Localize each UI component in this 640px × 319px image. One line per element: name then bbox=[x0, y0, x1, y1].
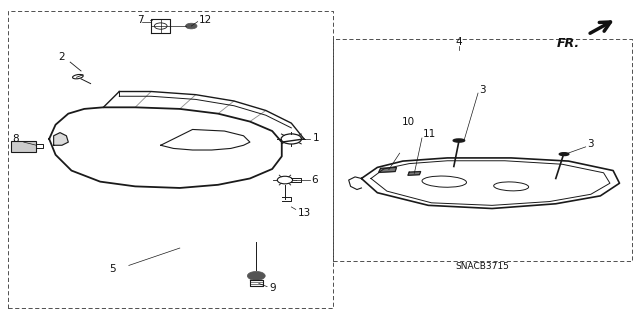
Text: 4: 4 bbox=[456, 38, 462, 48]
Circle shape bbox=[186, 23, 197, 29]
Text: 10: 10 bbox=[401, 117, 415, 127]
Text: 2: 2 bbox=[59, 52, 65, 62]
Text: 3: 3 bbox=[479, 85, 486, 95]
Text: 8: 8 bbox=[12, 134, 19, 144]
Text: 9: 9 bbox=[269, 283, 276, 293]
Text: 1: 1 bbox=[312, 133, 319, 143]
Circle shape bbox=[247, 271, 265, 280]
Text: 5: 5 bbox=[109, 263, 116, 274]
Text: 7: 7 bbox=[137, 15, 143, 26]
Text: SNACB3715: SNACB3715 bbox=[456, 262, 509, 271]
Ellipse shape bbox=[493, 182, 529, 191]
Ellipse shape bbox=[422, 176, 467, 187]
Ellipse shape bbox=[453, 139, 465, 142]
Ellipse shape bbox=[559, 153, 569, 156]
Polygon shape bbox=[379, 167, 396, 173]
Text: 11: 11 bbox=[423, 129, 436, 139]
Text: 13: 13 bbox=[298, 208, 311, 218]
Polygon shape bbox=[54, 133, 68, 145]
Polygon shape bbox=[11, 141, 36, 152]
Polygon shape bbox=[408, 172, 420, 175]
Text: FR.: FR. bbox=[557, 37, 580, 50]
Text: 6: 6 bbox=[312, 175, 318, 185]
Text: 3: 3 bbox=[588, 139, 595, 149]
Text: 12: 12 bbox=[199, 15, 212, 26]
